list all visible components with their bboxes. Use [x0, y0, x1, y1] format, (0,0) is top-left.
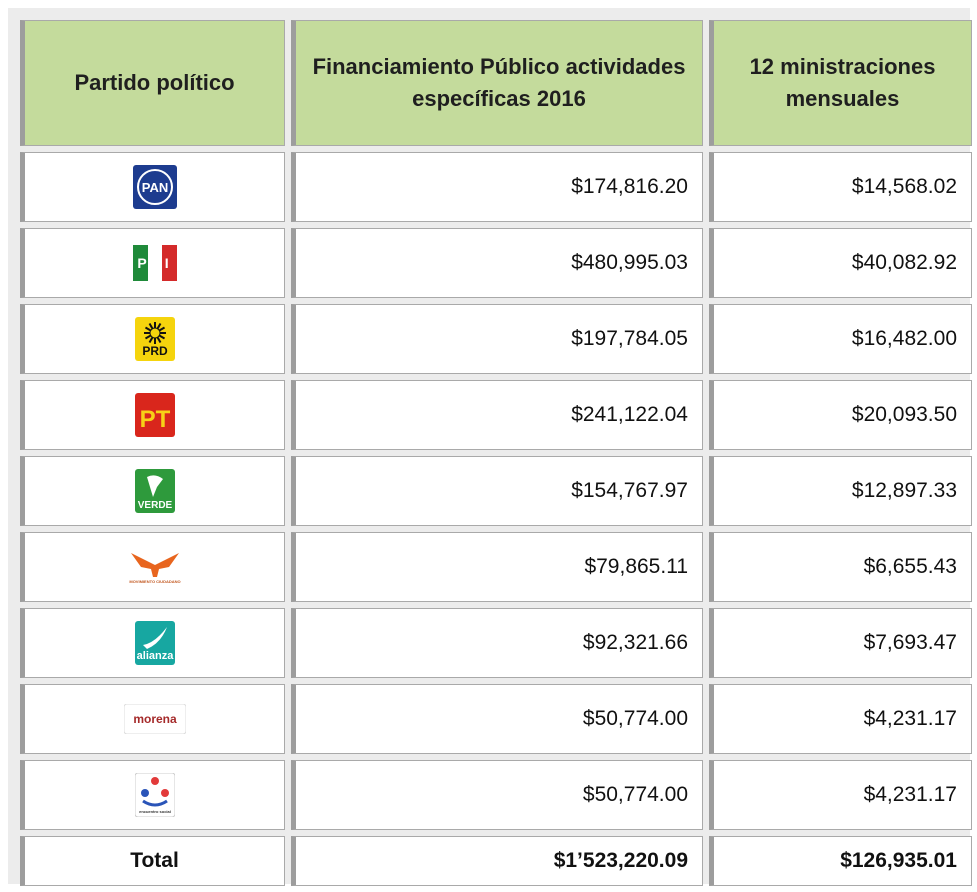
funding-cell: $79,865.11 [291, 532, 703, 602]
party-logo: morena [123, 703, 186, 735]
logo-text: encuentro social [139, 809, 171, 814]
total-funding: $1’523,220.09 [291, 836, 703, 886]
funding-cell: $241,122.04 [291, 380, 703, 450]
monthly-cell: $12,897.33 [709, 456, 972, 526]
logo-bg [132, 165, 177, 209]
header-cell: Financiamiento Público actividades espec… [291, 20, 703, 146]
party-logo: encuentro social [134, 772, 175, 818]
party-row: MOVIMIENTO CIUDADANO $79,865.11 $6,655.43 [20, 532, 972, 602]
logo-text: alianza [136, 650, 174, 662]
party-logo-cell: PT [20, 380, 285, 450]
monthly-cell: $7,693.47 [709, 608, 972, 678]
funding-cell: $197,784.05 [291, 304, 703, 374]
party-logo-cell: PRD [20, 304, 285, 374]
funding-table: Partido político Financiamiento Público … [14, 14, 977, 892]
party-logo-cell: PRI [20, 228, 285, 298]
logo-text: PT [139, 406, 170, 433]
monthly-cell: $4,231.17 [709, 760, 972, 830]
party-logo: MOVIMIENTO CIUDADANO [124, 547, 185, 587]
header-row: Partido político Financiamiento Público … [20, 20, 972, 146]
funding-cell: $154,767.97 [291, 456, 703, 526]
logo-stripe [132, 245, 148, 281]
funding-cell: $174,816.20 [291, 152, 703, 222]
party-row: PAN $174,816.20 $14,568.02 [20, 152, 972, 222]
monthly-cell: $16,482.00 [709, 304, 972, 374]
logo-text: PRD [142, 344, 168, 358]
table-body: PAN $174,816.20 $14,568.02 PRI $480,995.03 $4… [20, 152, 972, 886]
header-cell: 12 ministraciones mensuales [709, 20, 972, 146]
party-row: encuentro social $50,774.00 $4,231.17 [20, 760, 972, 830]
party-logo-cell: encuentro social [20, 760, 285, 830]
funding-cell: $50,774.00 [291, 684, 703, 754]
logo-text: VERDE [137, 500, 172, 511]
monthly-cell: $6,655.43 [709, 532, 972, 602]
logo-toucan [146, 475, 163, 497]
monthly-cell: $4,231.17 [709, 684, 972, 754]
funding-cell: $480,995.03 [291, 228, 703, 298]
monthly-cell: $14,568.02 [709, 152, 972, 222]
logo-eagle [130, 553, 179, 577]
funding-cell: $92,321.66 [291, 608, 703, 678]
logo-text: MOVIMIENTO CIUDADANO [129, 579, 180, 584]
party-row: PRI $480,995.03 $40,082.92 [20, 228, 972, 298]
party-logo-cell: VERDE [20, 456, 285, 526]
monthly-cell: $40,082.92 [709, 228, 972, 298]
logo-dot [160, 789, 169, 797]
party-logo: PAN [132, 165, 177, 209]
logo-bg [134, 393, 175, 437]
funding-cell: $50,774.00 [291, 760, 703, 830]
party-logo: alianza [134, 621, 175, 665]
party-logo-cell: PAN [20, 152, 285, 222]
logo-ring [136, 169, 173, 205]
header-cell: Partido político [20, 20, 285, 146]
total-row: Total $1’523,220.09 $126,935.01 [20, 836, 972, 886]
monthly-cell: $20,093.50 [709, 380, 972, 450]
logo-stripe [147, 245, 163, 281]
logo-sun [149, 327, 160, 339]
logo-arc [141, 799, 168, 807]
party-logo: PT [134, 393, 175, 437]
logo-text: PRI [137, 255, 172, 271]
party-logo-cell: morena [20, 684, 285, 754]
logo-text: PAN [141, 180, 167, 195]
party-row: alianza $92,321.66 $7,693.47 [20, 608, 972, 678]
party-row: morena $50,774.00 $4,231.17 [20, 684, 972, 754]
logo-swoosh [142, 627, 167, 649]
total-monthly: $126,935.01 [709, 836, 972, 886]
page-frame: Partido político Financiamiento Público … [8, 8, 972, 886]
logo-dot [150, 777, 159, 785]
logo-stripe [161, 245, 177, 281]
total-label: Total [20, 836, 285, 886]
party-logo: PRI [132, 241, 177, 285]
party-row: PT $241,122.04 $20,093.50 [20, 380, 972, 450]
party-logo-cell: MOVIMIENTO CIUDADANO [20, 532, 285, 602]
party-row: VERDE $154,767.97 $12,897.33 [20, 456, 972, 526]
party-logo-cell: alianza [20, 608, 285, 678]
party-logo: PRD [134, 317, 175, 361]
logo-dot [140, 789, 149, 797]
party-row: PRD $197,784.05 $16,482.00 [20, 304, 972, 374]
party-logo: VERDE [134, 469, 175, 513]
logo-text: morena [133, 712, 177, 726]
